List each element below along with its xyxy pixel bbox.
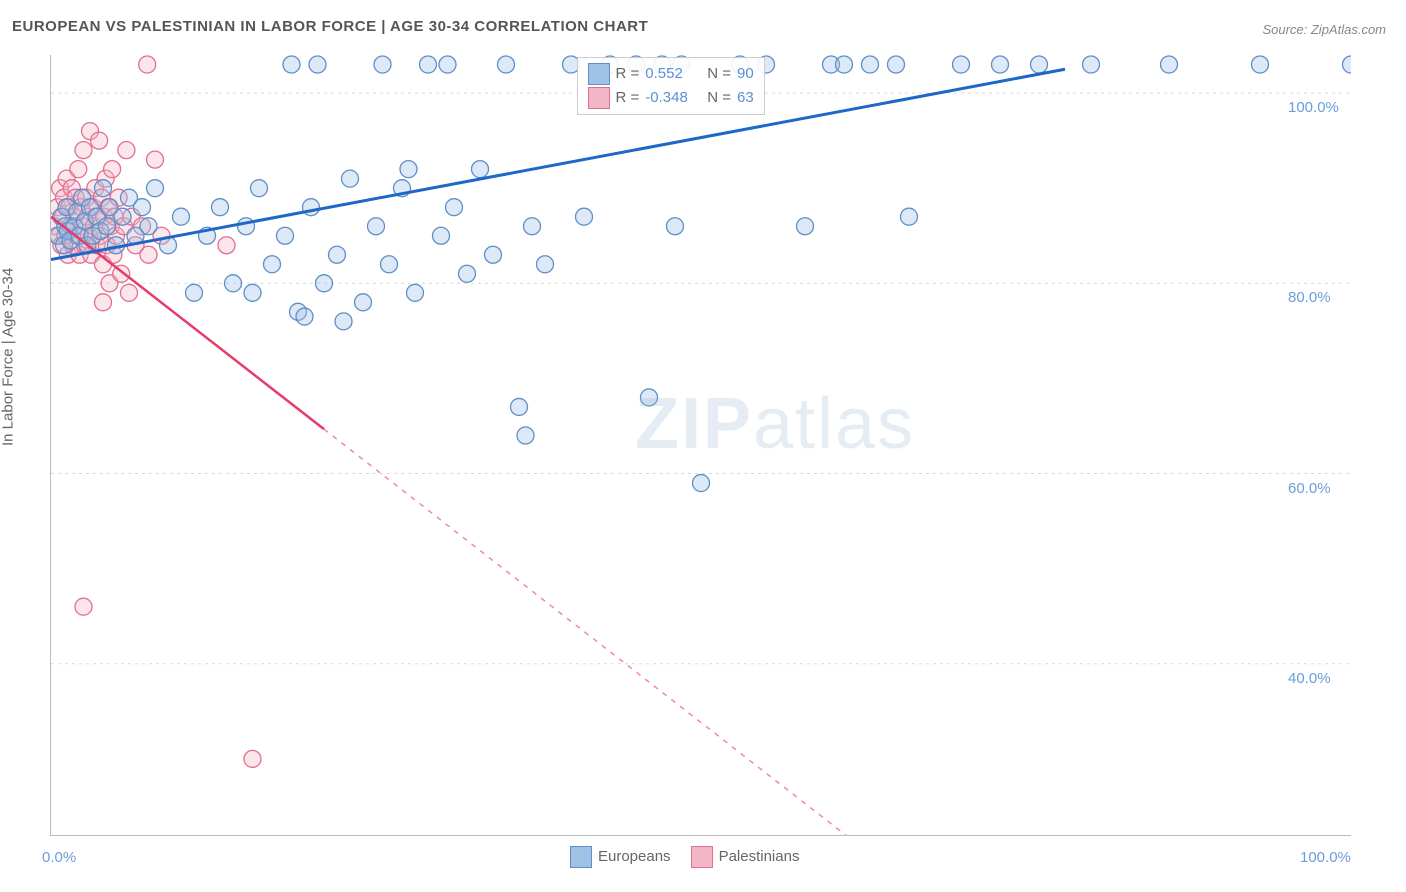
stats-legend: R =0.552N =90R =-0.348N =63 [577,57,765,115]
stat-n-label: N = [707,86,731,110]
stats-legend-row: R =0.552N =90 [588,62,754,86]
stats-legend-row: R =-0.348N =63 [588,86,754,110]
series-legend-item: Europeans [570,845,671,869]
stat-n-label: N = [707,62,731,86]
stat-r-value: 0.552 [645,62,701,86]
source-label: Source: ZipAtlas.com [1262,22,1386,37]
y-axis-label: In Labor Force | Age 30-34 [0,268,17,446]
x-tick-label: 100.0% [1300,849,1351,866]
series-legend-label: Palestinians [719,845,800,869]
legend-swatch [691,846,713,868]
stat-r-label: R = [616,86,640,110]
y-tick-label: 60.0% [1288,480,1331,497]
legend-swatch [570,846,592,868]
series-legend: Europeans Palestinians [570,845,799,869]
stat-r-value: -0.348 [645,86,701,110]
legend-swatch [588,87,610,109]
series-legend-label: Europeans [598,845,671,869]
plot-svg [51,55,1351,835]
series-legend-item: Palestinians [691,845,800,869]
legend-swatch [588,63,610,85]
stat-n-value: 90 [737,62,754,86]
y-tick-label: 40.0% [1288,670,1331,687]
y-tick-label: 80.0% [1288,289,1331,306]
x-tick-label: 0.0% [42,849,76,866]
plot-area [50,55,1351,836]
stat-n-value: 63 [737,86,754,110]
y-tick-label: 100.0% [1288,99,1339,116]
stat-r-label: R = [616,62,640,86]
chart-root: EUROPEAN VS PALESTINIAN IN LABOR FORCE |… [0,0,1406,892]
chart-title: EUROPEAN VS PALESTINIAN IN LABOR FORCE |… [12,18,648,35]
